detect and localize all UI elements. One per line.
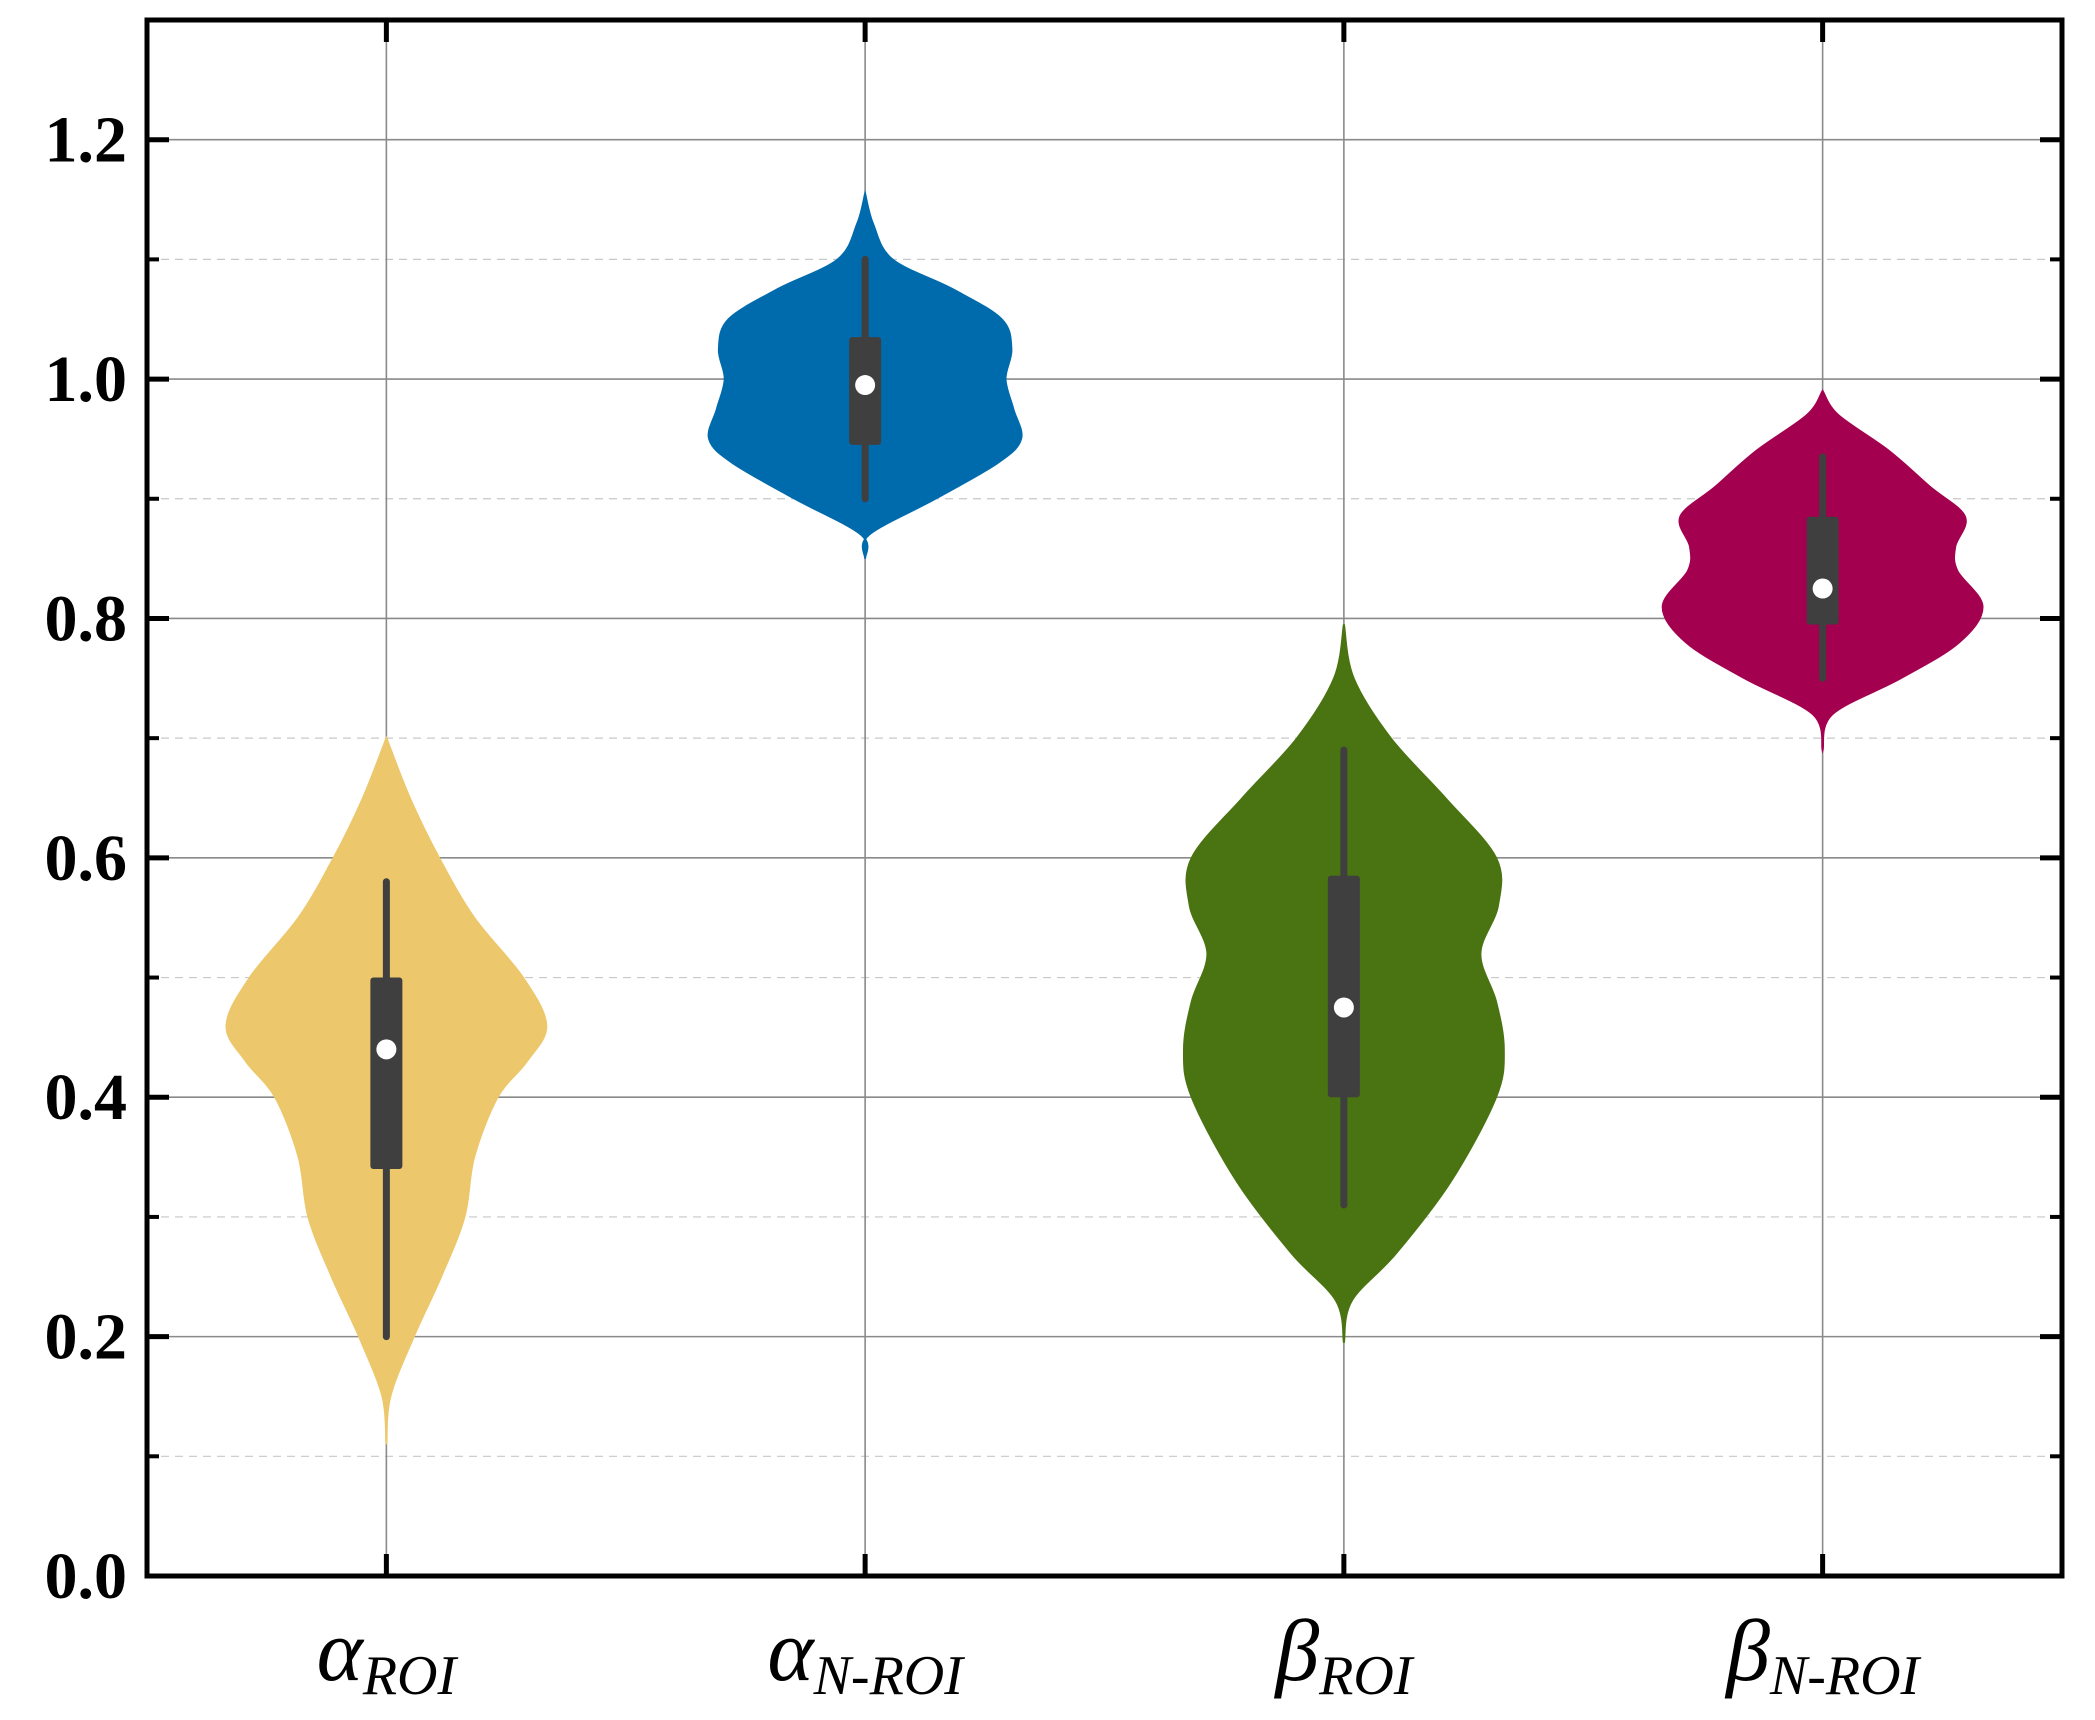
violin-median-marker — [1333, 997, 1354, 1018]
plot-frame — [144, 17, 2065, 1579]
box-layer — [370, 255, 1839, 1341]
x-tick-label: αN-ROI — [767, 1603, 965, 1707]
y-tick-label: 0.4 — [45, 1061, 128, 1134]
x-tick-subscript: ROI — [362, 1645, 459, 1707]
x-tick-subscript: N-ROI — [813, 1645, 966, 1707]
y-tick-label: 0.8 — [45, 582, 128, 655]
violin-median-marker — [855, 375, 876, 396]
grid-layer — [147, 20, 2062, 1576]
x-tick-symbol: α — [767, 1603, 815, 1700]
violin-iqr-box — [370, 977, 403, 1170]
y-tick-label: 0.6 — [45, 822, 128, 895]
x-tick-label: αROI — [317, 1603, 459, 1707]
x-tick-label: βN-ROI — [1724, 1603, 1921, 1707]
y-tick-label: 0.0 — [45, 1540, 128, 1613]
x-tick-symbol: β — [1724, 1603, 1770, 1700]
violin-median-marker — [1812, 578, 1833, 599]
x-tick-symbol: α — [317, 1603, 365, 1700]
y-tick-label: 1.0 — [45, 343, 128, 416]
violin-iqr-box — [1327, 875, 1360, 1098]
x-tick-subscript: ROI — [1318, 1645, 1415, 1707]
x-tick-symbol: β — [1273, 1603, 1319, 1700]
y-tick-label: 1.2 — [45, 104, 128, 177]
x-tick-label: βROI — [1273, 1603, 1414, 1707]
violin-median-marker — [376, 1039, 397, 1060]
y-tick-label: 0.2 — [45, 1301, 128, 1374]
violin-iqr-box — [1806, 516, 1839, 625]
violin-layer — [225, 189, 1984, 1445]
x-tick-subscript: N-ROI — [1769, 1645, 1922, 1707]
tick-layer — [147, 20, 2062, 1579]
